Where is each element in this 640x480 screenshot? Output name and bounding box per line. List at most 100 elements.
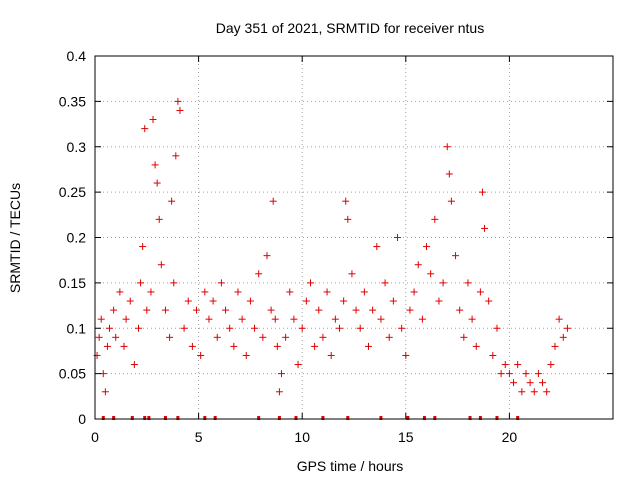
data-point xyxy=(172,152,180,160)
data-point xyxy=(327,351,335,359)
data-point xyxy=(103,342,111,350)
data-point xyxy=(385,333,393,341)
data-point xyxy=(356,324,364,332)
data-point xyxy=(184,297,192,305)
data-point xyxy=(435,297,443,305)
data-point xyxy=(547,361,555,369)
data-point xyxy=(414,261,422,269)
data-point xyxy=(197,351,205,359)
data-point xyxy=(431,215,439,223)
data-point xyxy=(342,197,350,205)
data-point xyxy=(472,342,480,350)
data-point xyxy=(137,279,145,287)
data-point xyxy=(106,324,114,332)
x-axis-ticks: 0 5 10 15 20 xyxy=(91,56,517,445)
data-point xyxy=(188,342,196,350)
data-point xyxy=(398,324,406,332)
data-point xyxy=(464,279,472,287)
data-point xyxy=(234,288,242,296)
data-point xyxy=(468,315,476,323)
x-tick-label: 10 xyxy=(294,429,310,445)
data-point xyxy=(497,370,505,378)
data-point xyxy=(315,306,323,314)
grid-lines xyxy=(95,56,613,419)
y-tick-label: 0.15 xyxy=(59,275,86,291)
y-tick-label: 0.05 xyxy=(59,366,86,382)
data-point xyxy=(501,361,509,369)
data-point xyxy=(168,197,176,205)
data-point xyxy=(147,288,155,296)
data-point xyxy=(559,333,567,341)
data-point xyxy=(323,288,331,296)
data-point xyxy=(348,270,356,278)
data-point xyxy=(112,333,120,341)
chart-title: Day 351 of 2021, SRMTID for receiver ntu… xyxy=(216,20,484,36)
data-point xyxy=(423,243,431,251)
data-point xyxy=(294,361,302,369)
data-point xyxy=(410,288,418,296)
data-point xyxy=(230,342,238,350)
data-point xyxy=(522,370,530,378)
data-point xyxy=(95,333,103,341)
data-point xyxy=(365,342,373,350)
y-tick-label: 0.35 xyxy=(59,93,86,109)
y-tick-label: 0.1 xyxy=(67,320,87,336)
data-point xyxy=(319,333,327,341)
data-point xyxy=(489,351,497,359)
data-point xyxy=(97,315,105,323)
data-point xyxy=(331,315,339,323)
y-axis-title: SRMTID / TECUs xyxy=(7,183,23,293)
data-point xyxy=(153,179,161,187)
data-point xyxy=(116,288,124,296)
data-point xyxy=(201,288,209,296)
x-tick-label: 0 xyxy=(91,429,99,445)
y-tick-label: 0.4 xyxy=(67,48,87,64)
data-point xyxy=(340,297,348,305)
data-point xyxy=(406,306,414,314)
data-point xyxy=(302,297,310,305)
data-point xyxy=(174,97,182,105)
data-point xyxy=(139,243,147,251)
data-point xyxy=(269,197,277,205)
data-point xyxy=(205,315,213,323)
data-point xyxy=(476,288,484,296)
data-point xyxy=(259,333,267,341)
data-point xyxy=(213,333,221,341)
data-point xyxy=(238,315,246,323)
data-point xyxy=(273,342,281,350)
data-point xyxy=(439,279,447,287)
data-point xyxy=(149,116,157,124)
data-point xyxy=(456,306,464,314)
data-point xyxy=(381,279,389,287)
data-point xyxy=(551,342,559,350)
data-point xyxy=(344,215,352,223)
data-point xyxy=(151,161,159,169)
data-point xyxy=(377,315,385,323)
data-point xyxy=(135,324,143,332)
data-point xyxy=(402,351,410,359)
data-point xyxy=(122,315,130,323)
data-point xyxy=(335,324,343,332)
data-point xyxy=(217,279,225,287)
x-tick-label: 15 xyxy=(398,429,414,445)
data-point xyxy=(445,170,453,178)
data-point xyxy=(360,288,368,296)
data-point xyxy=(161,306,169,314)
data-point xyxy=(286,288,294,296)
data-point xyxy=(275,388,283,396)
data-point xyxy=(271,315,279,323)
data-point xyxy=(157,261,165,269)
data-point xyxy=(126,297,134,305)
data-point xyxy=(505,370,513,378)
data-point xyxy=(518,388,526,396)
data-point xyxy=(251,324,259,332)
data-point xyxy=(246,297,254,305)
data-point xyxy=(447,197,455,205)
data-point xyxy=(170,279,178,287)
data-point xyxy=(290,315,298,323)
data-points xyxy=(93,97,571,396)
data-point xyxy=(226,324,234,332)
data-point xyxy=(263,252,271,260)
y-axis-ticks: 0 0.05 0.1 0.15 0.2 0.25 0.3 0.35 0.4 xyxy=(59,48,613,427)
data-point xyxy=(222,306,230,314)
